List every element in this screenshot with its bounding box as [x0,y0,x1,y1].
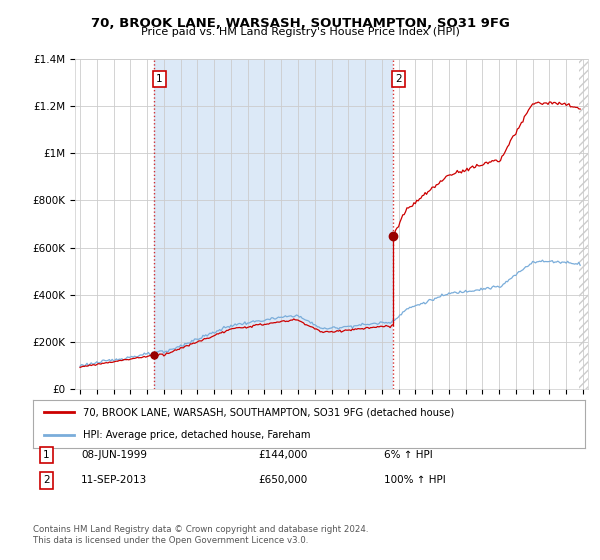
Text: Price paid vs. HM Land Registry's House Price Index (HPI): Price paid vs. HM Land Registry's House … [140,27,460,37]
Text: 6% ↑ HPI: 6% ↑ HPI [384,450,433,460]
Text: 70, BROOK LANE, WARSASH, SOUTHAMPTON, SO31 9FG (detached house): 70, BROOK LANE, WARSASH, SOUTHAMPTON, SO… [83,407,454,417]
Text: 1: 1 [156,74,163,83]
Bar [579,59,588,389]
Bar [154,59,394,389]
Text: 11-SEP-2013: 11-SEP-2013 [81,475,147,486]
Text: 2: 2 [43,475,50,486]
Text: 100% ↑ HPI: 100% ↑ HPI [384,475,446,486]
Text: 2: 2 [395,74,401,83]
Text: 1: 1 [43,450,50,460]
Text: 08-JUN-1999: 08-JUN-1999 [81,450,147,460]
Text: HPI: Average price, detached house, Fareham: HPI: Average price, detached house, Fare… [83,431,310,441]
Text: £144,000: £144,000 [258,450,307,460]
Text: £650,000: £650,000 [258,475,307,486]
Text: 70, BROOK LANE, WARSASH, SOUTHAMPTON, SO31 9FG: 70, BROOK LANE, WARSASH, SOUTHAMPTON, SO… [91,17,509,30]
Text: Contains HM Land Registry data © Crown copyright and database right 2024.
This d: Contains HM Land Registry data © Crown c… [33,525,368,545]
